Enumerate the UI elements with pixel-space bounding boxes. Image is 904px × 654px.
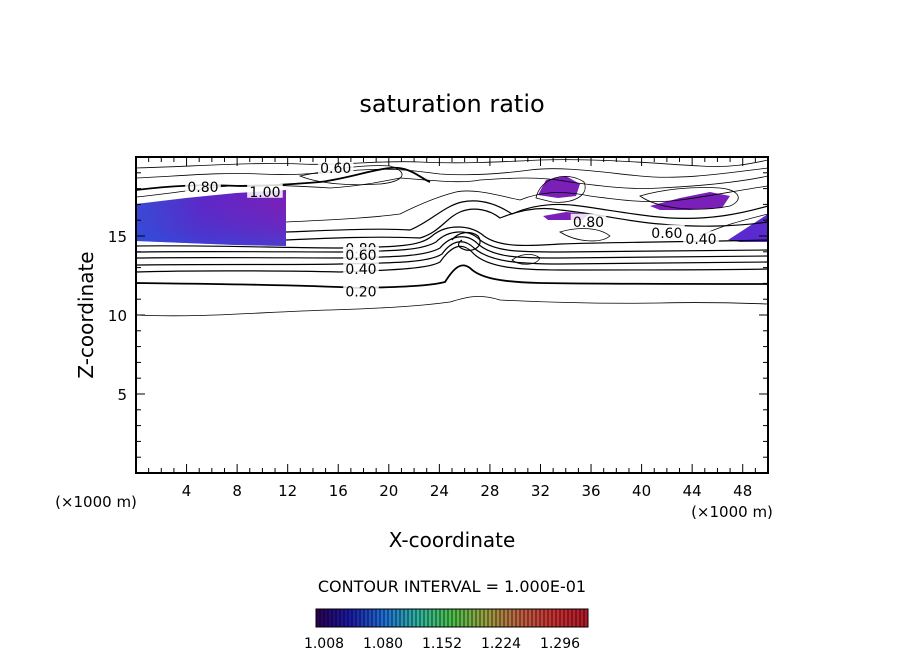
filled-region-right-edge [728,214,768,242]
x-axis: 4 8 12 16 20 24 28 32 36 40 44 48 [148,157,756,500]
x-tick-label: 12 [278,482,297,500]
y-tick-label: 15 [108,228,127,246]
chart-title: saturation ratio [359,90,544,118]
x-tick-label: 24 [430,482,449,500]
contour-label-bg [649,224,685,239]
colorbar-tick-label: 1.080 [363,636,403,652]
contour-lines [136,159,768,317]
contour-interval-note: CONTOUR INTERVAL = 1.000E-01 [318,577,586,596]
x-unit-right: (×1000 m) [691,503,773,521]
contour-labels: 0.600.801.000.800.600.400.200.800.600.40 [185,160,719,300]
y-axis-label: Z-coordinate [74,251,98,378]
y-tick-label: 5 [117,386,127,404]
contour-label: 0.20 [345,284,376,300]
x-tick-label: 40 [632,482,651,500]
colorbar-tick-label: 1.296 [540,636,580,652]
contour-line [285,200,768,233]
x-tick-label: 4 [182,482,192,500]
colorbar-labels: 1.008 1.080 1.152 1.224 1.296 [304,636,580,652]
contour-line [136,226,768,249]
contour-label-bg [317,160,354,175]
filled-region-left-shade [136,190,286,246]
contour-line [451,231,481,251]
contour-label-bg [247,183,283,198]
contour-line [136,159,768,169]
contour-label: 0.60 [345,248,376,264]
contour-line [285,207,768,241]
contour-label: 0.40 [685,232,716,248]
contour-label: 0.60 [651,226,682,242]
contour-line [136,231,768,253]
contour-line [285,185,768,223]
x-unit-left: (×1000 m) [55,493,137,511]
contour-label-bg [343,261,379,276]
contour-label-bg [185,179,221,194]
contour-label-bg [343,283,379,298]
colorbar-tick-label: 1.008 [304,636,344,652]
filled-region-right [650,192,730,210]
y-axis: 5 10 15 [108,172,768,458]
contour-line [136,264,768,289]
contour-label: 1.00 [249,185,280,201]
contour-line [136,296,768,317]
contour-line [511,254,541,265]
contour-line [136,167,768,179]
x-tick-label: 44 [683,482,702,500]
contour-line [535,175,586,203]
contour-line [136,166,431,191]
contour-line [136,236,768,259]
y-tick-label: 10 [108,307,127,325]
colorbar [315,608,589,628]
x-tick-label: 36 [581,482,600,500]
contour-label-bg [570,213,607,228]
x-tick-label: 20 [379,482,398,500]
colorbar-tick-label: 1.224 [481,636,521,652]
contour-label-bg [683,231,719,246]
contour-line [639,187,739,210]
filled-regions [136,176,768,246]
contour-line [559,228,611,242]
contour-line [136,245,768,273]
x-tick-label: 16 [329,482,348,500]
x-tick-label: 28 [480,482,499,500]
filled-region-mid [538,176,580,198]
x-tick-label: 8 [232,482,242,500]
x-tick-label: 32 [531,482,550,500]
contour-label: 0.40 [345,262,376,278]
contour-label: 0.80 [187,180,218,196]
contour-line [136,241,768,266]
x-axis-label: X-coordinate [389,528,516,552]
contour-label: 0.80 [573,215,604,231]
contour-field: 0.600.801.000.800.600.400.200.800.600.40 [136,159,768,317]
contour-label-bg [343,246,379,261]
x-tick-label: 48 [733,482,752,500]
colorbar-tick-label: 1.152 [422,636,462,652]
contour-label: 0.60 [320,161,351,177]
